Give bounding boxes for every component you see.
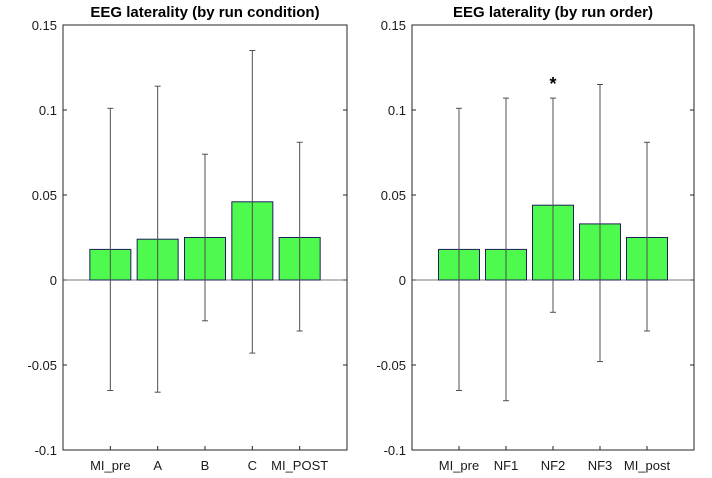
x-tick-label: MI_pre	[90, 458, 130, 473]
x-tick-label: C	[248, 458, 257, 473]
y-tick-label: 0.1	[388, 103, 406, 118]
chart-title: EEG laterality (by run order)	[453, 4, 653, 21]
x-tick-label: A	[153, 458, 162, 473]
chart-title: EEG laterality (by run condition)	[90, 4, 319, 21]
y-tick-label: 0.05	[381, 188, 406, 203]
x-tick-label: NF1	[494, 458, 519, 473]
y-tick-label: -0.1	[384, 443, 406, 458]
x-tick-label: MI_post	[624, 458, 671, 473]
x-tick-label: MI_pre	[439, 458, 479, 473]
chart-panel-1: EEG laterality (by run condition) -0.1 -0.…	[27, 4, 348, 473]
x-tick-label: MI_POST	[271, 458, 328, 473]
y-tick-label: -0.05	[27, 358, 57, 373]
y-tick-label: -0.05	[376, 358, 406, 373]
y-tick-label: 0.15	[381, 18, 406, 33]
y-tick-label: 0.15	[32, 18, 57, 33]
y-tick-label: -0.1	[35, 443, 57, 458]
chart-panel-2: EEG laterality (by run order) -0.1 -0.05 0 0…	[376, 4, 695, 473]
significance-marker: *	[549, 74, 556, 94]
y-tick-label: 0.05	[32, 188, 57, 203]
x-tick-label: NF2	[541, 458, 566, 473]
y-tick-label: 0	[50, 273, 57, 288]
x-tick-label: B	[201, 458, 210, 473]
y-tick-label: 0	[399, 273, 406, 288]
x-tick-label: NF3	[588, 458, 613, 473]
y-tick-label: 0.1	[39, 103, 57, 118]
